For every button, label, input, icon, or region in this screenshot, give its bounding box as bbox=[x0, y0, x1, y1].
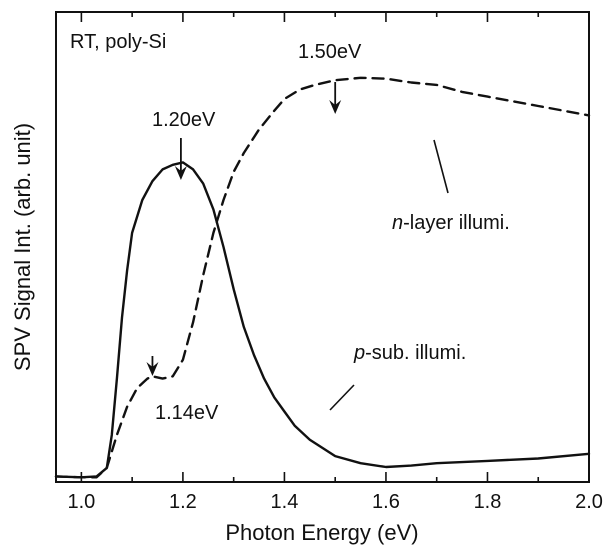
p-sub-label-italic: p bbox=[353, 342, 365, 364]
series-line-n-layer bbox=[54, 76, 591, 479]
n-layer-leader-line bbox=[433, 139, 449, 194]
x-tick-label-5: 2.0 bbox=[575, 491, 603, 513]
peak-label-1-50: 1.50eV bbox=[298, 41, 362, 63]
x-axis-title: Photon Energy (eV) bbox=[225, 520, 418, 545]
x-tick-label-0: 1.0 bbox=[67, 491, 95, 513]
shoulder-label-1-14: 1.14eV bbox=[155, 402, 219, 424]
n-layer-label: n-layer illumi. bbox=[392, 212, 510, 234]
x-tick-labels: 1.0 1.2 1.4 1.6 1.8 2.0 bbox=[67, 491, 602, 513]
peak-label-1-20: 1.20eV bbox=[152, 109, 216, 131]
p-sub-label: p-sub. illumi. bbox=[353, 342, 466, 364]
arrow-1-14-head bbox=[146, 362, 159, 376]
plot-frame bbox=[55, 11, 590, 483]
x-tick-label-1: 1.2 bbox=[169, 491, 197, 513]
series-line-p-sub bbox=[54, 161, 591, 479]
tick-marks bbox=[80, 12, 590, 482]
x-tick-label-2: 1.4 bbox=[271, 491, 299, 513]
x-tick-label-4: 1.8 bbox=[474, 491, 502, 513]
sample-label: RT, poly-Si bbox=[70, 31, 166, 53]
arrow-1-50-head bbox=[329, 100, 342, 114]
arrow-1-20-head bbox=[174, 166, 187, 180]
x-tick-label-3: 1.6 bbox=[372, 491, 400, 513]
n-layer-label-italic: n bbox=[392, 212, 403, 234]
peak-arrows bbox=[146, 82, 342, 376]
n-layer-label-rest: -layer illumi. bbox=[403, 212, 510, 234]
p-sub-leader-line bbox=[329, 384, 355, 411]
y-axis-title: SPV Signal Int. (arb. unit) bbox=[10, 123, 35, 371]
p-sub-label-rest: -sub. illumi. bbox=[365, 342, 466, 364]
